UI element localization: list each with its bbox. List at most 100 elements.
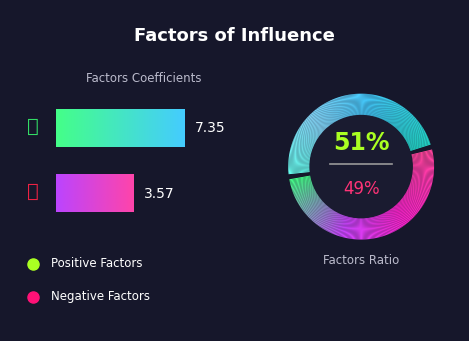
Polygon shape: [406, 190, 426, 201]
Polygon shape: [292, 182, 313, 190]
Polygon shape: [291, 146, 312, 153]
Polygon shape: [408, 184, 430, 193]
Polygon shape: [370, 217, 375, 238]
Polygon shape: [400, 119, 417, 134]
Polygon shape: [404, 127, 423, 139]
Polygon shape: [406, 132, 426, 143]
Polygon shape: [401, 122, 419, 136]
Polygon shape: [321, 105, 333, 124]
Polygon shape: [406, 190, 426, 202]
Polygon shape: [359, 218, 360, 240]
Polygon shape: [303, 122, 321, 136]
Polygon shape: [358, 94, 360, 116]
Polygon shape: [290, 177, 311, 183]
Polygon shape: [373, 216, 379, 238]
Polygon shape: [290, 179, 312, 185]
Polygon shape: [407, 134, 427, 144]
Text: Factors Ratio: Factors Ratio: [323, 254, 399, 267]
Polygon shape: [403, 195, 422, 208]
Polygon shape: [393, 206, 408, 223]
Polygon shape: [317, 207, 331, 225]
Polygon shape: [397, 203, 413, 219]
Polygon shape: [322, 105, 334, 124]
Polygon shape: [366, 94, 370, 116]
Polygon shape: [387, 104, 399, 123]
Polygon shape: [381, 99, 390, 120]
Polygon shape: [405, 193, 424, 205]
Polygon shape: [412, 173, 433, 177]
Polygon shape: [288, 167, 310, 168]
Polygon shape: [322, 210, 334, 229]
Text: 👍: 👍: [27, 117, 38, 136]
Polygon shape: [318, 107, 332, 125]
Polygon shape: [412, 167, 434, 169]
Polygon shape: [289, 153, 311, 158]
Polygon shape: [400, 199, 417, 214]
Polygon shape: [294, 137, 314, 147]
Polygon shape: [300, 194, 319, 207]
Polygon shape: [400, 119, 417, 134]
Polygon shape: [403, 195, 422, 208]
Polygon shape: [337, 98, 345, 118]
Polygon shape: [402, 123, 420, 136]
Polygon shape: [383, 101, 393, 121]
Polygon shape: [291, 181, 312, 188]
Polygon shape: [306, 200, 323, 216]
Polygon shape: [346, 217, 351, 238]
Polygon shape: [412, 156, 433, 160]
Text: 👎: 👎: [27, 182, 38, 201]
Polygon shape: [412, 172, 434, 175]
Polygon shape: [390, 209, 403, 227]
Polygon shape: [288, 165, 310, 166]
Polygon shape: [371, 217, 377, 238]
Polygon shape: [397, 202, 413, 218]
Polygon shape: [288, 162, 310, 164]
Polygon shape: [318, 207, 331, 226]
Polygon shape: [328, 101, 339, 121]
Polygon shape: [291, 147, 312, 153]
Polygon shape: [401, 198, 418, 213]
Polygon shape: [409, 140, 430, 149]
Polygon shape: [319, 106, 332, 125]
Polygon shape: [394, 205, 409, 222]
Polygon shape: [357, 94, 359, 116]
Polygon shape: [364, 218, 367, 239]
Polygon shape: [392, 207, 407, 224]
Polygon shape: [288, 158, 310, 162]
Polygon shape: [347, 217, 352, 238]
Polygon shape: [363, 94, 365, 116]
Polygon shape: [295, 135, 315, 145]
Polygon shape: [404, 126, 423, 139]
Polygon shape: [351, 94, 355, 116]
Polygon shape: [354, 218, 357, 239]
Polygon shape: [355, 94, 357, 116]
Polygon shape: [396, 114, 412, 130]
Polygon shape: [388, 209, 401, 228]
Polygon shape: [313, 205, 328, 222]
Polygon shape: [349, 217, 354, 239]
Polygon shape: [410, 179, 432, 185]
Polygon shape: [311, 113, 327, 129]
Polygon shape: [343, 96, 349, 117]
Polygon shape: [393, 110, 408, 128]
Polygon shape: [407, 188, 427, 198]
Polygon shape: [412, 171, 434, 174]
Polygon shape: [297, 192, 317, 203]
Polygon shape: [292, 183, 313, 192]
Polygon shape: [304, 120, 322, 135]
Polygon shape: [348, 217, 353, 239]
Polygon shape: [409, 142, 430, 150]
Polygon shape: [395, 205, 410, 222]
Polygon shape: [385, 102, 396, 122]
Polygon shape: [402, 196, 421, 209]
Polygon shape: [288, 171, 310, 174]
Polygon shape: [339, 215, 347, 237]
Polygon shape: [300, 125, 319, 138]
Polygon shape: [396, 113, 412, 130]
Polygon shape: [375, 97, 382, 118]
Polygon shape: [389, 105, 401, 124]
Polygon shape: [334, 99, 343, 119]
Polygon shape: [386, 103, 398, 122]
Polygon shape: [294, 186, 314, 195]
Polygon shape: [408, 138, 429, 148]
